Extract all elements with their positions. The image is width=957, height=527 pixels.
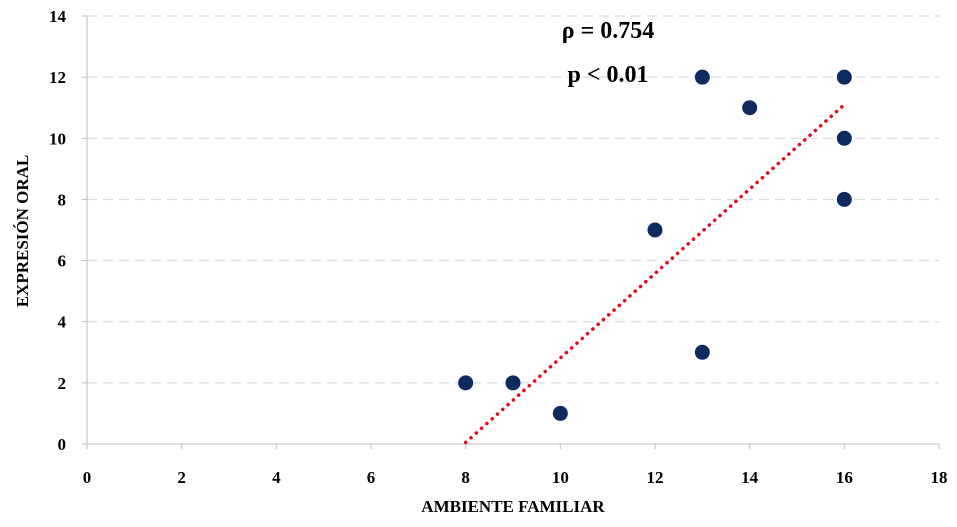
data-point: [694, 69, 710, 85]
x-tick-label: 4: [272, 468, 281, 487]
p-value-annotation: p < 0.01: [567, 62, 648, 88]
data-point: [836, 69, 852, 85]
grid-lines: [87, 15, 939, 384]
y-axis-title: EXPRESIÓN ORAL: [13, 155, 32, 308]
x-tick-label: 14: [741, 468, 759, 487]
y-tick-label: 14: [49, 7, 67, 26]
trendline: [463, 102, 847, 445]
correlation-annotation: ρ = 0.754: [562, 18, 655, 44]
axes: [82, 15, 940, 449]
y-tick-label: 2: [58, 374, 67, 393]
data-point: [458, 375, 474, 391]
x-tick-label: 12: [647, 468, 664, 487]
x-tick-label: 18: [931, 468, 948, 487]
x-tick-label: 2: [177, 468, 186, 487]
data-point: [742, 100, 758, 116]
y-tick-label: 8: [58, 190, 67, 209]
y-tick-label: 0: [58, 435, 67, 454]
data-point: [836, 130, 852, 146]
y-tick-label: 12: [49, 68, 66, 87]
x-tick-label: 8: [461, 468, 470, 487]
x-axis-title: AMBIENTE FAMILIAR: [421, 497, 605, 516]
data-point: [647, 222, 663, 238]
x-tick-label: 0: [83, 468, 92, 487]
x-tick-label: 6: [367, 468, 376, 487]
x-tick-label: 10: [552, 468, 569, 487]
y-tick-label: 4: [58, 313, 67, 332]
data-point: [694, 344, 710, 360]
data-point: [505, 375, 521, 391]
y-tick-label: 6: [58, 252, 67, 271]
data-point: [552, 405, 568, 421]
trendline-layer: [463, 102, 847, 445]
x-tick-label: 16: [836, 468, 853, 487]
tick-labels: 0 2 4 6 8 10 12 14 0 2 4 6 8 10 12 14 16 18: [49, 7, 948, 487]
y-tick-label: 10: [49, 129, 66, 148]
data-point: [836, 191, 852, 207]
data-points: [458, 69, 852, 421]
